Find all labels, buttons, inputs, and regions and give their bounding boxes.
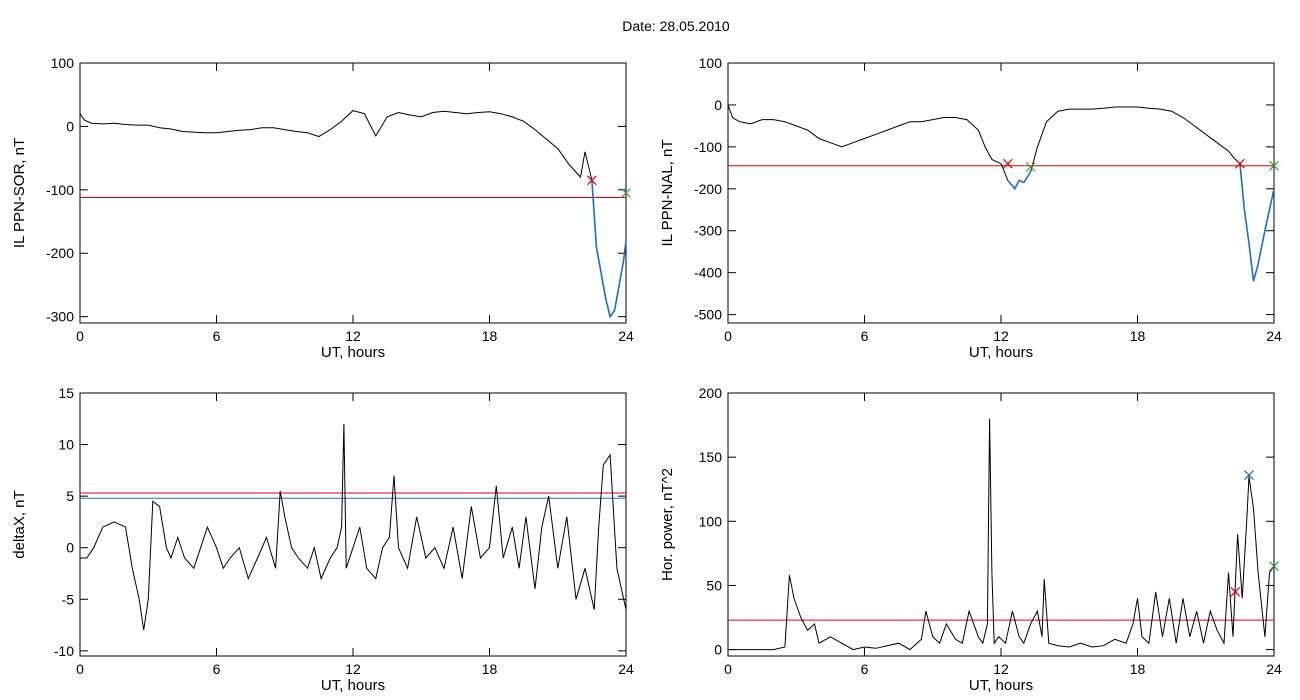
plot-p2-xtick-label: 12 [993,328,1009,344]
plot-p2-series-highlight [1239,163,1275,282]
plot-p3-xtick-label: 0 [76,661,84,677]
plot-p1-xtick-label: 24 [618,328,634,344]
plot-p3-ytick-label: 15 [58,385,74,401]
plot-p4-marker-start [1230,586,1241,597]
plot-p4-marker-peak [1244,470,1254,481]
plot-p3-frame [79,392,627,657]
plot-p4-ytick-label: 50 [706,577,722,593]
plot-p4-xlabel: UT, hours [969,677,1033,694]
plot-p1-series-line [79,110,627,318]
plot-p2-frame [727,62,1275,324]
plot-p1-ytick-label: -200 [46,245,74,261]
plot-p3-ylabel: deltaX, nT [11,490,28,558]
plot-p2-marker-start [1234,158,1245,169]
plot-p2-ytick-label: -200 [694,181,722,197]
plot-p3-xlabel: UT, hours [321,677,385,694]
plot-p2-marker-end [1025,162,1036,172]
plot-p4-ytick-label: 150 [699,449,723,465]
plot-p1-xtick-label: 0 [76,328,84,344]
plot-p3-xtick-label: 12 [345,661,361,677]
plot-p4-marker-end [1269,561,1279,572]
plot-p1-frame [79,62,627,324]
plot-p1-ytick-label: -300 [46,309,74,325]
plot-p1-xlabel: UT, hours [321,344,385,361]
plot-p4-frame [727,392,1275,657]
plot-p1-xtick-label: 6 [213,328,221,344]
plot-p4-xtick-label: 12 [993,661,1009,677]
plot-p3-ytick-label: -10 [54,643,74,659]
plot-p2-xlabel: UT, hours [969,344,1033,361]
plot-p4-series-line [728,418,1275,651]
plot-p2-ytick-label: 100 [699,55,723,71]
plot-p2-ytick-label: -400 [694,265,722,281]
plot-p3-xtick-label: 24 [618,661,634,677]
plot-p4-xtick-label: 18 [1130,661,1146,677]
plot-p1-marker-start [586,175,597,186]
plot-p2-ylabel: IL PPN-NAL, nT [659,140,676,247]
plot-p2-ytick-label: -300 [694,223,722,239]
plot-p1-series-highlight [591,180,627,319]
plot-p2-xtick-label: 24 [1266,328,1282,344]
plot-p4-xtick-label: 24 [1266,661,1282,677]
plot-p2-ytick-label: -100 [694,139,722,155]
plot-p4-xtick-label: 6 [861,661,869,677]
page-title: Date: 28.05.2010 [622,18,730,34]
plot-p1-ytick-label: 100 [51,55,75,71]
plot-p3-ytick-label: -5 [62,591,75,607]
plot-p1-ytick-label: 0 [66,118,74,134]
plot-p1-marker-end [621,188,631,198]
plot-p4-ylabel: Hor. power, nT^2 [659,468,676,581]
plot-p3-ytick-label: 5 [66,488,74,504]
plot-p2-ytick-label: 0 [714,97,722,113]
plot-p2-series-line [727,104,1275,282]
plot-p1-ytick-label: -100 [46,182,74,198]
plot-p3-xtick-label: 18 [482,661,498,677]
plot-p4-ytick-label: 100 [699,513,723,529]
plot-p3-xtick-label: 6 [213,661,221,677]
plot-p1-ylabel: IL PPN-SOR, nT [11,138,28,248]
plot-p2-xtick-label: 18 [1130,328,1146,344]
plot-p1-xtick-label: 12 [345,328,361,344]
plot-p2-ytick-label: -500 [694,307,722,323]
plot-p4-ytick-label: 200 [699,385,723,401]
plot-p2-marker-start [1002,158,1013,169]
plot-p4-xtick-label: 0 [724,661,732,677]
plot-p2-xtick-label: 6 [861,328,869,344]
plot-p3-ytick-label: 10 [58,437,74,453]
plot-p3-series-line [80,423,627,631]
plot-p2-marker-end [1269,160,1279,171]
plot-p2-xtick-label: 0 [724,328,732,344]
plot-p1-xtick-label: 18 [482,328,498,344]
plot-p2-series-highlight [1007,171,1032,191]
plot-p4-ytick-label: 0 [714,642,722,658]
plot-p3-ytick-label: 0 [66,540,74,556]
